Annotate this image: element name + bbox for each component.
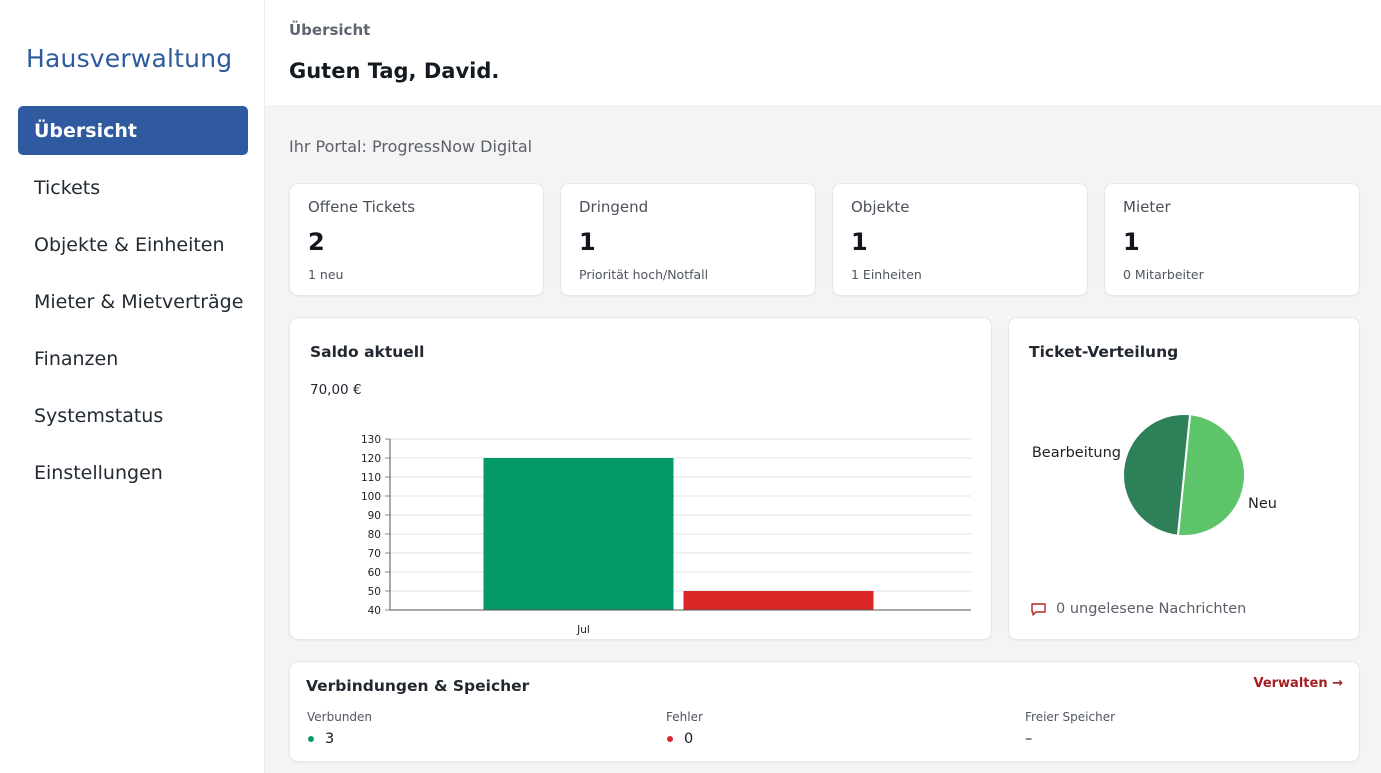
- connections-title: Verbindungen & Speicher: [306, 677, 530, 695]
- y-tick-label: 80: [368, 529, 381, 541]
- stat-value: 1: [579, 228, 596, 256]
- connected-value-row: 3: [307, 731, 372, 747]
- sidebar: Hausverwaltung Übersicht Tickets Objekte…: [0, 0, 265, 773]
- y-tick-label: 60: [368, 567, 381, 579]
- stat-sub: 1 Einheiten: [851, 267, 922, 282]
- sidebar-item-uebersicht[interactable]: Übersicht: [18, 106, 248, 155]
- stat-label: Offene Tickets: [308, 198, 416, 216]
- y-tick-label: 130: [361, 434, 381, 446]
- y-tick-label: 110: [361, 472, 381, 484]
- y-tick-label: 40: [368, 605, 381, 617]
- stat-label: Objekte: [851, 198, 910, 216]
- stat-sub: 1 neu: [308, 267, 344, 282]
- storage-value: –: [1025, 731, 1033, 747]
- saldo-value: 70,00 €: [310, 382, 362, 398]
- stat-sub: 0 Mitarbeiter: [1123, 267, 1204, 282]
- stat-card-open-tickets[interactable]: Offene Tickets 2 1 neu: [289, 183, 544, 296]
- storage-column: Freier Speicher –: [1025, 710, 1115, 747]
- ticket-distribution-title: Ticket-Verteilung: [1029, 343, 1179, 361]
- error-value-row: 0: [666, 731, 703, 747]
- saldo-card: Saldo aktuell 70,00 € 40 50 60 70 80 90 100 110…: [289, 317, 992, 640]
- stat-card-tenants[interactable]: Mieter 1 0 Mitarbeiter: [1104, 183, 1360, 296]
- bar-jul-0: [483, 458, 674, 610]
- unread-messages-label: 0 ungelesene Nachrichten: [1056, 601, 1247, 617]
- chat-bubble-icon: [1031, 602, 1046, 616]
- page-title: Guten Tag, David.: [289, 59, 500, 83]
- status-dot-green: [308, 736, 314, 742]
- portal-label: Ihr Portal: ProgressNow Digital: [289, 137, 533, 156]
- bar-jul-1: [683, 591, 874, 610]
- sidebar-item-finanzen[interactable]: Finanzen: [34, 347, 119, 370]
- storage-value-row: –: [1025, 731, 1115, 747]
- sidebar-item-tickets[interactable]: Tickets: [34, 176, 101, 199]
- unread-messages[interactable]: 0 ungelesene Nachrichten: [1031, 601, 1246, 617]
- ticket-pie-chart: Bearbeitung Neu: [1032, 413, 1277, 537]
- stat-card-objects[interactable]: Objekte 1 1 Einheiten: [832, 183, 1088, 296]
- y-tick-label: 70: [368, 548, 381, 560]
- y-tick-label: 50: [368, 586, 381, 598]
- storage-label: Freier Speicher: [1025, 710, 1116, 724]
- status-dot-red: [667, 736, 673, 742]
- sidebar-nav: Übersicht Tickets Objekte & Einheiten Mi…: [18, 106, 248, 505]
- y-tick-label: 90: [368, 510, 381, 522]
- connected-value: 3: [325, 731, 335, 747]
- pie-label-bearbeitung: Bearbeitung: [1032, 445, 1121, 461]
- pie-label-neu: Neu: [1248, 496, 1277, 512]
- error-value: 0: [684, 731, 694, 747]
- sidebar-item-mieter[interactable]: Mieter & Mietverträge: [34, 290, 244, 313]
- pie-slice-bearbeitung[interactable]: [1176, 413, 1246, 537]
- saldo-title: Saldo aktuell: [310, 343, 425, 361]
- y-tick-label: 120: [361, 453, 381, 465]
- saldo-bar-chart: 40 50 60 70 80 90 100 110 120 130 Jul: [361, 434, 971, 636]
- error-label: Fehler: [666, 710, 703, 724]
- page-header: Übersicht Guten Tag, David.: [265, 0, 1381, 105]
- stat-value: 2: [308, 228, 325, 256]
- stat-value: 1: [1123, 228, 1140, 256]
- sidebar-item-systemstatus[interactable]: Systemstatus: [34, 404, 164, 427]
- main-content: Ihr Portal: ProgressNow Digital Offene T…: [265, 105, 1381, 773]
- ticket-distribution-card: Ticket-Verteilung Bearbeitung Neu 0 ungel…: [1008, 317, 1360, 640]
- stat-card-urgent[interactable]: Dringend 1 Priorität hoch/Notfall: [560, 183, 816, 296]
- manage-connections-link[interactable]: Verwalten →: [1253, 676, 1343, 691]
- connected-column: Verbunden 3: [307, 710, 372, 747]
- stat-label: Dringend: [579, 198, 649, 216]
- error-column: Fehler 0: [666, 710, 703, 747]
- sidebar-item-objekte[interactable]: Objekte & Einheiten: [34, 233, 225, 256]
- sidebar-item-einstellungen[interactable]: Einstellungen: [34, 461, 163, 484]
- stat-sub: Priorität hoch/Notfall: [579, 267, 709, 282]
- stat-label: Mieter: [1123, 198, 1171, 216]
- x-tick-label: Jul: [576, 624, 590, 636]
- stat-value: 1: [851, 228, 868, 256]
- connections-card: Verbindungen & Speicher Verwalten → Verb…: [289, 661, 1360, 762]
- y-tick-label: 100: [361, 491, 381, 503]
- brand-title: Hausverwaltung: [26, 44, 233, 73]
- breadcrumb: Übersicht: [289, 21, 371, 39]
- pie-slice-neu[interactable]: [1122, 413, 1192, 537]
- connected-label: Verbunden: [307, 710, 373, 724]
